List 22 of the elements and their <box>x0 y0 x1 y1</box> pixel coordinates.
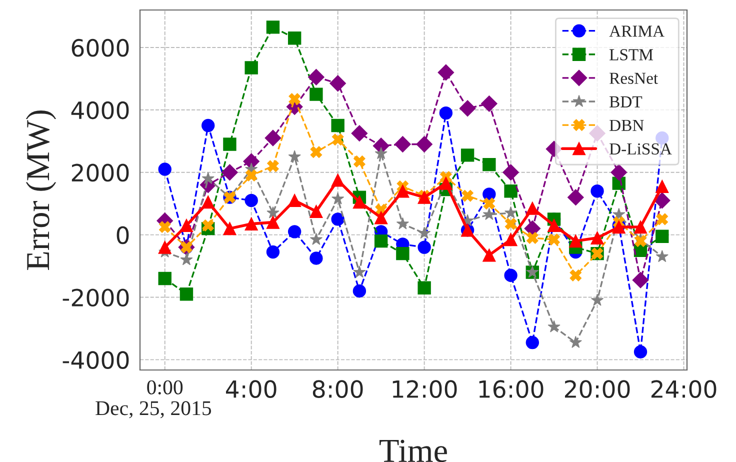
x-axis-title: Time <box>380 440 447 462</box>
x-tick-label: 16:00 <box>479 380 544 398</box>
legend-label: ResNet <box>610 72 658 84</box>
legend-label: D-LiSSA <box>610 143 672 155</box>
x-tick-label: 8:00 <box>312 380 363 398</box>
y-tick-label: -2000 <box>62 288 129 307</box>
y-tick-label: 4000 <box>71 101 129 120</box>
y-tick-label: 0 <box>116 226 129 244</box>
legend-label: LSTM <box>610 49 653 60</box>
y-tick-label: -4000 <box>62 351 129 370</box>
x-tick-label: 20:00 <box>564 380 630 398</box>
legend-label: DBN <box>610 120 644 131</box>
legend-label: BDT <box>610 96 642 108</box>
y-axis-title: Error (MW) <box>26 110 56 270</box>
text: Dec, 25, 2015 <box>96 401 212 418</box>
y-tick-label: 6000 <box>72 38 129 57</box>
y-tick-label: 2000 <box>72 164 129 182</box>
x-tick-label: 24:00 <box>651 380 716 398</box>
x-tick-label: 12:00 <box>392 380 457 398</box>
x-tick-label: 0:00 <box>147 380 183 394</box>
legend-label: ARIMA <box>609 26 664 37</box>
x-tick-label: 4:00 <box>226 380 276 398</box>
